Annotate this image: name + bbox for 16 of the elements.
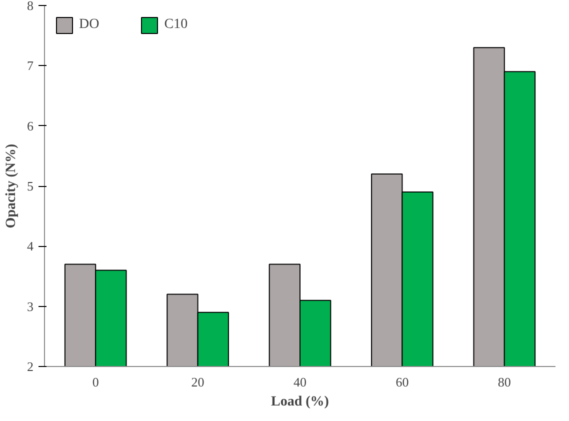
y-tick-label: 5 (27, 178, 34, 194)
x-tick-label: 20 (191, 374, 204, 390)
y-tick-label: 2 (27, 359, 34, 374)
x-tick-label: 40 (294, 374, 306, 390)
y-tick-label: 4 (27, 238, 34, 254)
x-tick-label: 80 (498, 374, 511, 390)
legend-label: C10 (164, 17, 188, 33)
y-tick-label: 3 (27, 298, 34, 314)
x-tick-label: 0 (92, 374, 99, 390)
x-axis-title: Load (%) (271, 394, 330, 410)
y-axis-title: Opacity (N%) (4, 143, 19, 228)
x-tick-label: 60 (396, 374, 409, 390)
legend-label: DO (79, 17, 100, 33)
y-tick-label: 7 (27, 58, 34, 74)
y-tick-label: 8 (27, 0, 34, 13)
y-tick-label: 6 (27, 118, 34, 134)
